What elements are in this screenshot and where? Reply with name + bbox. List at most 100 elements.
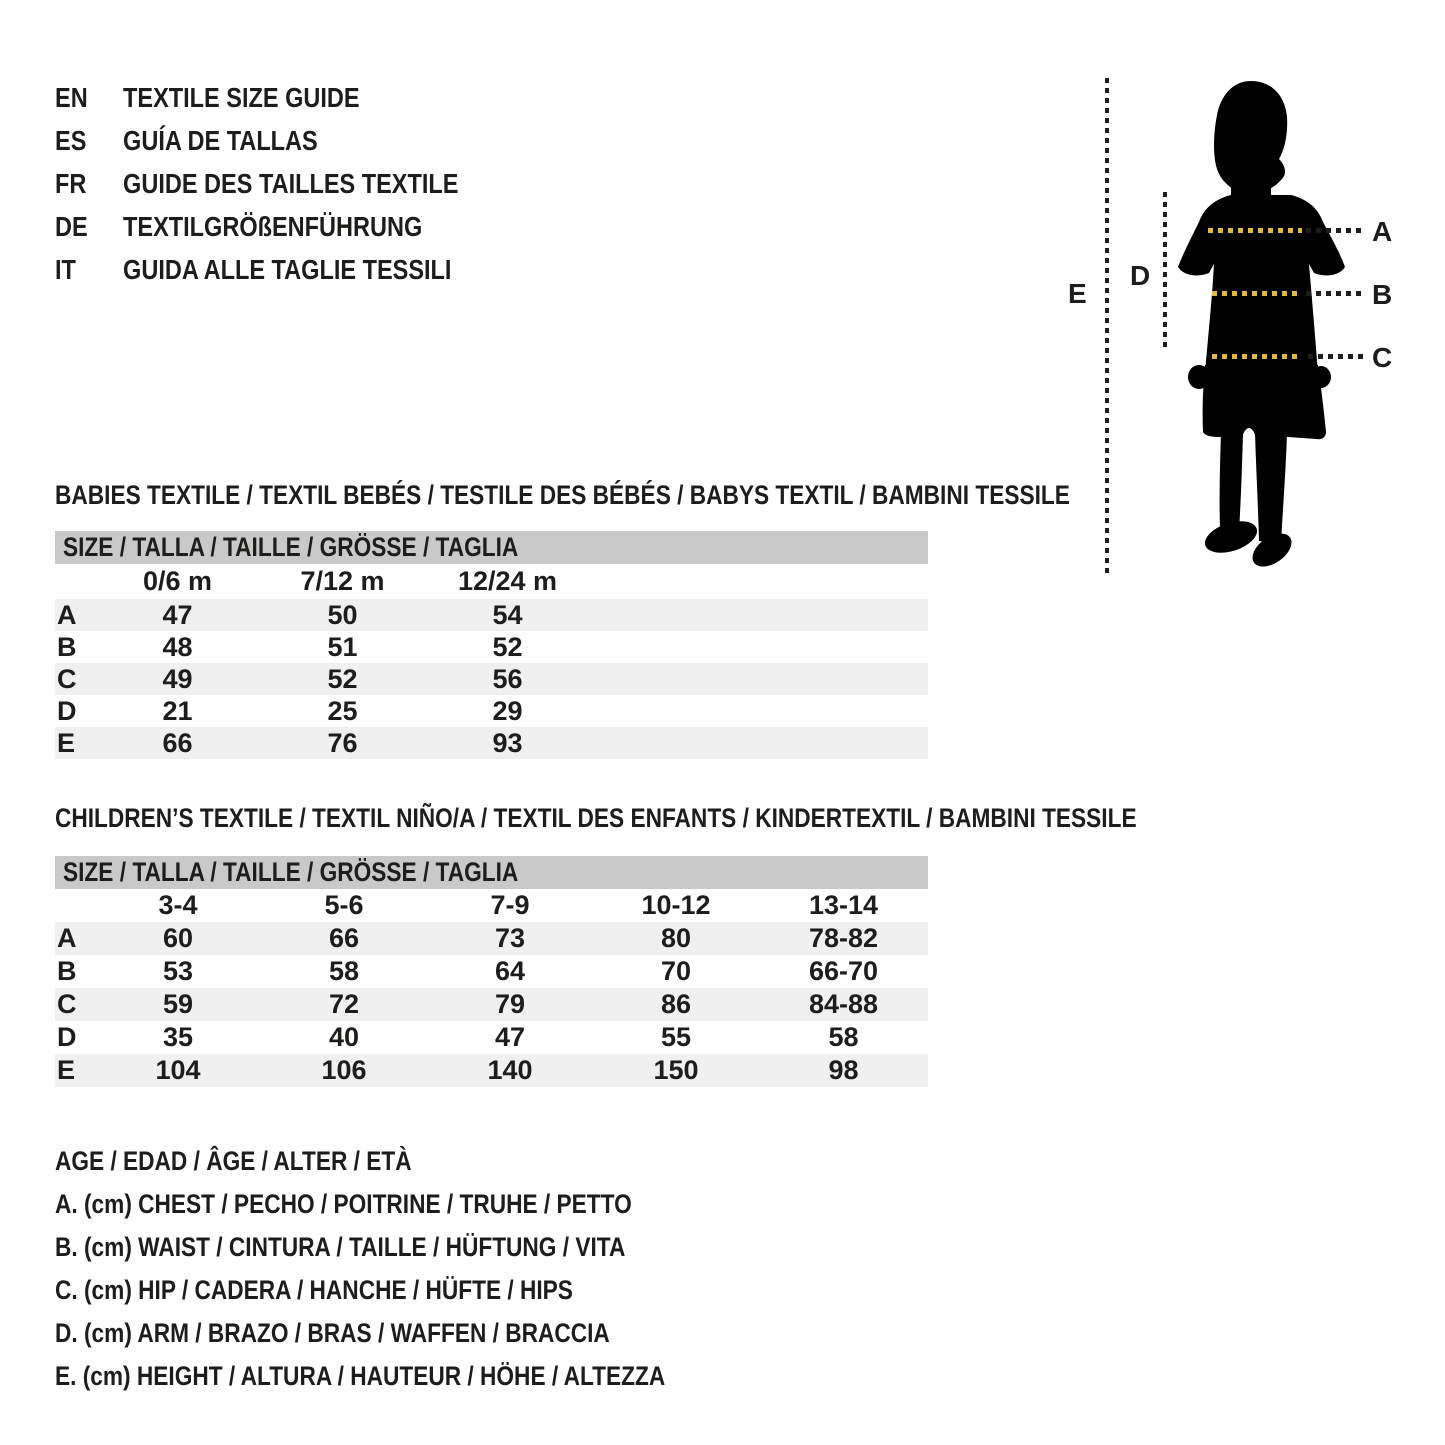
legend-line-1: A. (cm) CHEST / PECHO / POITRINE / TRUHE… — [55, 1183, 781, 1226]
value-cell: 35 — [162, 1022, 194, 1052]
value-cell: 70 — [660, 956, 692, 986]
value-cell: 80 — [660, 923, 692, 953]
legend-line-text: C. (cm) HIP / CADERA / HANCHE / HÜFTE / … — [55, 1275, 573, 1305]
value-cell: 66 — [328, 923, 360, 953]
figure-label-d: D — [1130, 260, 1151, 291]
babies-section-title: BABIES TEXTILE / TEXTIL BEBÉS / TESTILE … — [55, 480, 1070, 510]
column-header-row: 0/6 m 7/12 m 12/24 m — [55, 564, 928, 599]
language-row-de: DE TEXTILGRÖßENFÜHRUNG — [55, 205, 535, 248]
table-row-d: D 21 25 29 — [55, 695, 928, 727]
chest-measure-dots-yellow — [1208, 228, 1302, 233]
language-title: TEXTILE SIZE GUIDE — [123, 82, 360, 113]
height-measure-line-e — [1105, 78, 1109, 578]
language-row-en: EN TEXTILE SIZE GUIDE — [55, 76, 535, 119]
value-cell: 58 — [328, 956, 360, 986]
size-header-label: SIZE / TALLA / TAILLE / GRÖSSE / TAGLIA — [63, 857, 519, 887]
language-title: GUÍA DE TALLAS — [123, 125, 318, 156]
value-cell: 76 — [327, 728, 358, 758]
table-row-c: C 59 72 79 86 84-88 — [55, 988, 928, 1021]
waist-measure-dots-dark — [1306, 291, 1364, 296]
table-row-b: B 48 51 52 — [55, 631, 928, 663]
arm-measure-line-d — [1163, 192, 1167, 348]
language-list: EN TEXTILE SIZE GUIDE ES GUÍA DE TALLAS FR GU… — [55, 76, 535, 291]
value-cell: 66 — [162, 728, 193, 758]
value-cell: 64 — [494, 956, 526, 986]
value-cell: 55 — [660, 1022, 692, 1052]
row-label: B — [57, 632, 77, 662]
value-cell: 106 — [321, 1055, 367, 1085]
figure-label-c: C — [1372, 342, 1393, 373]
legend-line-text: D. (cm) ARM / BRAZO / BRAS / WAFFEN / BR… — [55, 1318, 610, 1348]
size-header-bar: SIZE / TALLA / TAILLE / GRÖSSE / TAGLIA — [55, 531, 928, 564]
chest-measure-dots-dark — [1306, 228, 1364, 233]
value-cell: 47 — [494, 1022, 526, 1052]
figure-label-a: A — [1372, 216, 1393, 247]
language-title: GUIDA ALLE TAGLIE TESSILI — [123, 254, 452, 285]
value-cell: 98 — [828, 1055, 859, 1085]
legend-line-2: B. (cm) WAIST / CINTURA / TAILLE / HÜFTU… — [55, 1226, 781, 1269]
value-cell: 79 — [494, 989, 526, 1019]
figure-label-b: B — [1372, 279, 1393, 310]
column-header-row: 3-4 5-6 7-9 10-12 13-14 — [55, 889, 928, 922]
language-row-text: EN TEXTILE SIZE GUIDE — [55, 76, 360, 119]
language-code: ES — [55, 125, 87, 156]
table-row-c: C 49 52 56 — [55, 663, 928, 695]
value-cell: 84-88 — [808, 989, 879, 1019]
figure-label-e: E — [1068, 278, 1087, 309]
value-cell: 21 — [162, 696, 193, 726]
row-label: D — [57, 696, 77, 726]
measurement-legend: AGE / EDAD / ÂGE / ALTER / ETÀ A. (cm) CH… — [55, 1140, 781, 1398]
value-cell: 52 — [327, 664, 358, 694]
value-cell: 48 — [162, 632, 193, 662]
column-header: 7/12 m — [300, 566, 385, 596]
legend-line-5: E. (cm) HEIGHT / ALTURA / HAUTEUR / HÖHE… — [55, 1355, 781, 1398]
value-cell: 56 — [492, 664, 523, 694]
value-cell: 150 — [653, 1055, 699, 1085]
value-cell: 60 — [162, 923, 194, 953]
row-label: C — [57, 664, 77, 694]
value-cell: 73 — [494, 923, 526, 953]
language-row-it: IT GUIDA ALLE TAGLIE TESSILI — [55, 248, 535, 291]
language-title: GUIDE DES TAILLES TEXTILE — [123, 168, 459, 199]
table-row-b: B 53 58 64 70 66-70 — [55, 955, 928, 988]
waist-measure-dots-yellow — [1212, 291, 1300, 296]
corner-cell — [55, 564, 95, 599]
table-row-e: E 104 106 140 150 98 — [55, 1054, 928, 1087]
value-cell: 86 — [660, 989, 692, 1019]
legend-line-3: C. (cm) HIP / CADERA / HANCHE / HÜFTE / … — [55, 1269, 781, 1312]
language-row-text: IT GUIDA ALLE TAGLIE TESSILI — [55, 248, 451, 291]
column-header: 7-9 — [490, 890, 530, 920]
value-cell: 58 — [828, 1022, 859, 1052]
hip-measure-dots-yellow — [1212, 354, 1302, 359]
column-header: 12/24 m — [457, 566, 558, 596]
value-cell: 59 — [162, 989, 194, 1019]
value-cell: 25 — [327, 696, 358, 726]
language-code: FR — [55, 168, 87, 199]
legend-line-text: B. (cm) WAIST / CINTURA / TAILLE / HÜFTU… — [55, 1232, 626, 1262]
row-label: C — [57, 989, 77, 1019]
language-row-text: FR GUIDE DES TAILLES TEXTILE — [55, 162, 458, 205]
value-cell: 104 — [155, 1055, 201, 1085]
value-cell: 53 — [162, 956, 194, 986]
row-label: E — [57, 728, 76, 758]
legend-line-0: AGE / EDAD / ÂGE / ALTER / ETÀ — [55, 1140, 781, 1183]
babies-table: SIZE / TALLA / TAILLE / GRÖSSE / TAGLIA 0… — [55, 531, 928, 759]
child-silhouette-graphic — [1178, 81, 1345, 567]
language-code: IT — [55, 254, 76, 285]
value-cell: 54 — [492, 600, 523, 630]
value-cell: 47 — [162, 600, 193, 630]
language-row-text: DE TEXTILGRÖßENFÜHRUNG — [55, 205, 422, 248]
table-row-d: D 35 40 47 55 58 — [55, 1021, 928, 1054]
value-cell: 140 — [487, 1055, 533, 1085]
table-row-a: A 47 50 54 — [55, 599, 928, 631]
column-header: 13-14 — [808, 890, 879, 920]
language-code: EN — [55, 82, 88, 113]
size-header-bar: SIZE / TALLA / TAILLE / GRÖSSE / TAGLIA — [55, 856, 928, 889]
language-title: TEXTILGRÖßENFÜHRUNG — [123, 211, 423, 242]
language-row-text: ES GUÍA DE TALLAS — [55, 119, 318, 162]
table-row-a: A 60 66 73 80 78-82 — [55, 922, 928, 955]
value-cell: 72 — [328, 989, 360, 1019]
row-label: E — [57, 1055, 76, 1085]
row-label: A — [57, 923, 77, 953]
